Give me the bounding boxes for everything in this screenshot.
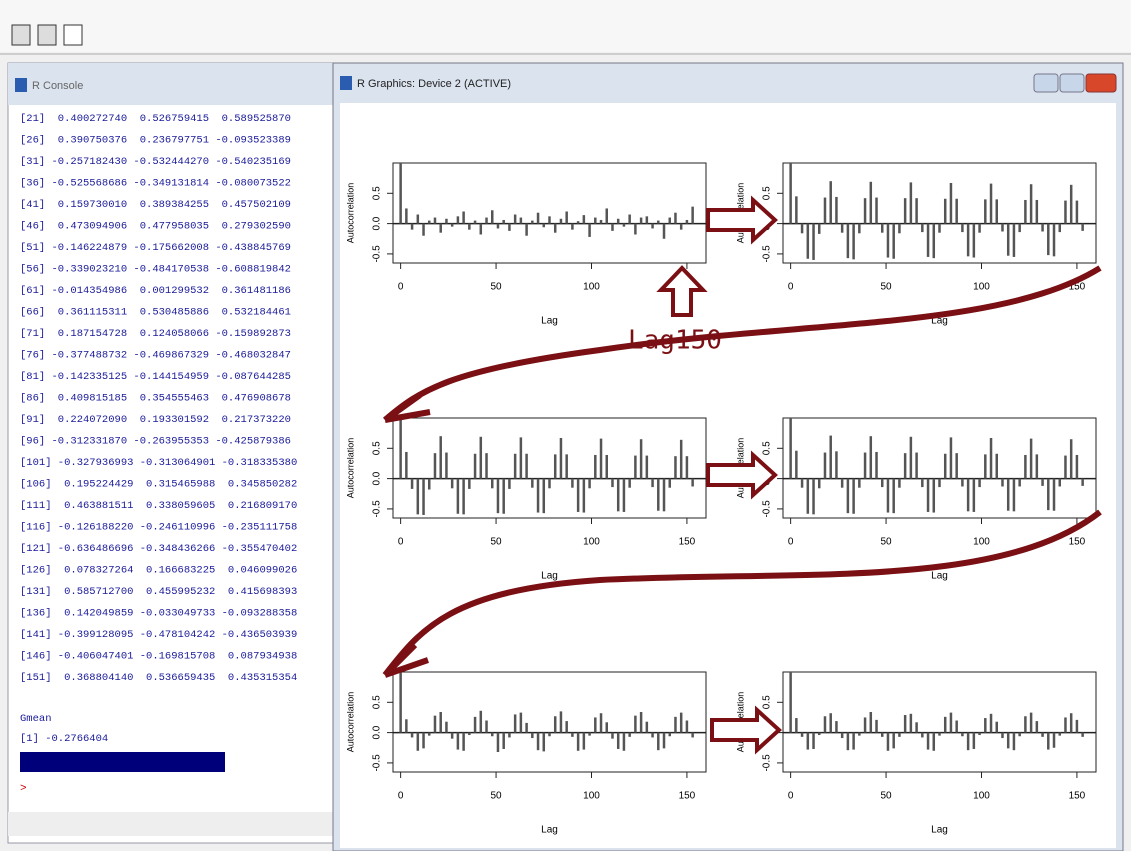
console-line: [81] -0.142335125 -0.144154959 -0.087644… (20, 371, 291, 383)
console-line: [111] 0.463881511 0.338059605 0.21680917… (20, 500, 297, 512)
x-axis-label: Lag (541, 571, 558, 582)
console-line: [76] -0.377488732 -0.469867329 -0.468032… (20, 349, 291, 361)
console-line: [106] 0.195224429 0.315465988 0.34585028… (20, 478, 297, 490)
y-tick-label: -0.5 (372, 500, 383, 518)
close-button[interactable] (1086, 74, 1116, 92)
x-tick-label: 50 (880, 791, 892, 802)
y-tick-label: 0.5 (762, 441, 773, 455)
console-line: [141] -0.399128095 -0.478104242 -0.43650… (20, 629, 297, 641)
console-line: [86] 0.409815185 0.354555463 0.476908678 (20, 392, 291, 404)
minimize-button[interactable] (1034, 74, 1058, 92)
y-tick-label: 0.5 (372, 441, 383, 455)
console-line: [26] 0.390750376 0.236797751 -0.09352338… (20, 134, 291, 146)
x-tick-label: 150 (1069, 537, 1086, 548)
console-line: [31] -0.257182430 -0.532444270 -0.540235… (20, 156, 291, 168)
console-line: [146] -0.406047401 -0.169815708 0.087934… (20, 650, 297, 662)
console-line: [41] 0.159730010 0.389384255 0.457502109 (20, 199, 291, 211)
y-axis-label: Autocorrelation (345, 183, 355, 244)
x-tick-label: 0 (788, 791, 794, 802)
x-tick-label: 50 (490, 282, 502, 293)
console-result: [1] -0.2766404 (20, 733, 108, 745)
y-tick-label: -0.5 (762, 500, 773, 518)
console-title: R Console (32, 80, 83, 92)
x-tick-label: 100 (583, 282, 600, 293)
console-line: [131] 0.585712700 0.455995232 0.41569839… (20, 586, 297, 598)
console-line: [121] -0.636486696 -0.348436266 -0.35547… (20, 543, 297, 555)
console-line: [36] -0.525568686 -0.349131814 -0.080073… (20, 177, 291, 189)
console-window: R Console [21] 0.400272740 0.526759415 0… (8, 63, 333, 843)
console-line: [101] -0.327936993 -0.313064901 -0.31833… (20, 457, 297, 469)
x-axis-label: Lag (931, 571, 948, 582)
toolbar (0, 0, 1131, 54)
console-variable: Gmean (20, 713, 52, 725)
console-line: [51] -0.146224879 -0.175662008 -0.438845… (20, 242, 291, 254)
y-tick-label: 0.5 (372, 186, 383, 200)
y-tick-label: -0.5 (372, 754, 383, 772)
toolbar-bg (0, 0, 1131, 52)
console-line: [116] -0.126188220 -0.246110996 -0.23511… (20, 521, 297, 533)
x-tick-label: 50 (880, 282, 892, 293)
console-line: [61] -0.014354986 0.001299532 0.36148118… (20, 285, 291, 297)
console-line: [126] 0.078327264 0.166683225 0.04609902… (20, 564, 297, 576)
x-tick-label: 150 (1069, 791, 1086, 802)
x-tick-label: 0 (398, 791, 404, 802)
x-tick-label: 100 (973, 537, 990, 548)
console-line: [46] 0.473094906 0.477958035 0.279302590 (20, 220, 291, 232)
x-tick-label: 100 (583, 537, 600, 548)
tool-button[interactable] (38, 25, 56, 45)
tool-button[interactable] (64, 25, 82, 45)
console-line: [96] -0.312331870 -0.263955353 -0.425879… (20, 435, 291, 447)
page: R Console [21] 0.400272740 0.526759415 0… (0, 0, 1131, 851)
r-icon (15, 78, 27, 92)
console-line: [91] 0.224072090 0.193301592 0.217373220 (20, 414, 291, 426)
console-line: [71] 0.187154728 0.124058066 -0.15989287… (20, 328, 291, 340)
scrollbar[interactable] (8, 812, 333, 836)
y-tick-label: 0.5 (372, 695, 383, 709)
y-tick-label: -0.5 (762, 245, 773, 263)
selection-bar (20, 752, 225, 772)
console-line: [66] 0.361115311 0.530485886 0.532184461 (20, 306, 291, 318)
x-tick-label: 50 (490, 791, 502, 802)
y-tick-label: 0.0 (372, 471, 383, 485)
r-icon (340, 76, 352, 90)
x-axis-label: Lag (541, 825, 558, 836)
console-line: [21] 0.400272740 0.526759415 0.589525870 (20, 113, 291, 125)
y-tick-label: -0.5 (372, 245, 383, 263)
y-axis-label: Autocorrelation (345, 438, 355, 499)
screen: R Console [21] 0.400272740 0.526759415 0… (0, 0, 1131, 851)
y-tick-label: 0.0 (372, 216, 383, 230)
x-tick-label: 0 (788, 282, 794, 293)
x-tick-label: 50 (880, 537, 892, 548)
console-line: [151] 0.368804140 0.536659435 0.43531535… (20, 672, 297, 684)
y-tick-label: 0.5 (762, 695, 773, 709)
x-tick-label: 0 (398, 537, 404, 548)
console-line: [136] 0.142049859 -0.033049733 -0.093288… (20, 607, 297, 619)
x-tick-label: 150 (679, 537, 696, 548)
y-tick-label: 0.0 (372, 725, 383, 739)
lag-annotation: Lag150 (628, 326, 722, 356)
y-tick-label: -0.5 (762, 754, 773, 772)
x-axis-label: Lag (931, 825, 948, 836)
x-tick-label: 0 (398, 282, 404, 293)
x-axis-label: Lag (541, 316, 558, 327)
graphics-title: R Graphics: Device 2 (ACTIVE) (357, 78, 511, 90)
x-tick-label: 100 (973, 791, 990, 802)
x-tick-label: 0 (788, 537, 794, 548)
tool-button[interactable] (12, 25, 30, 45)
console-prompt: > (20, 783, 27, 795)
console-line: [56] -0.339023210 -0.484170538 -0.608819… (20, 263, 291, 275)
y-tick-label: 0.5 (762, 186, 773, 200)
x-tick-label: 100 (973, 282, 990, 293)
x-tick-label: 100 (583, 791, 600, 802)
x-tick-label: 150 (679, 791, 696, 802)
y-axis-label: Autocorrelation (345, 692, 355, 753)
x-tick-label: 50 (490, 537, 502, 548)
maximize-button[interactable] (1060, 74, 1084, 92)
